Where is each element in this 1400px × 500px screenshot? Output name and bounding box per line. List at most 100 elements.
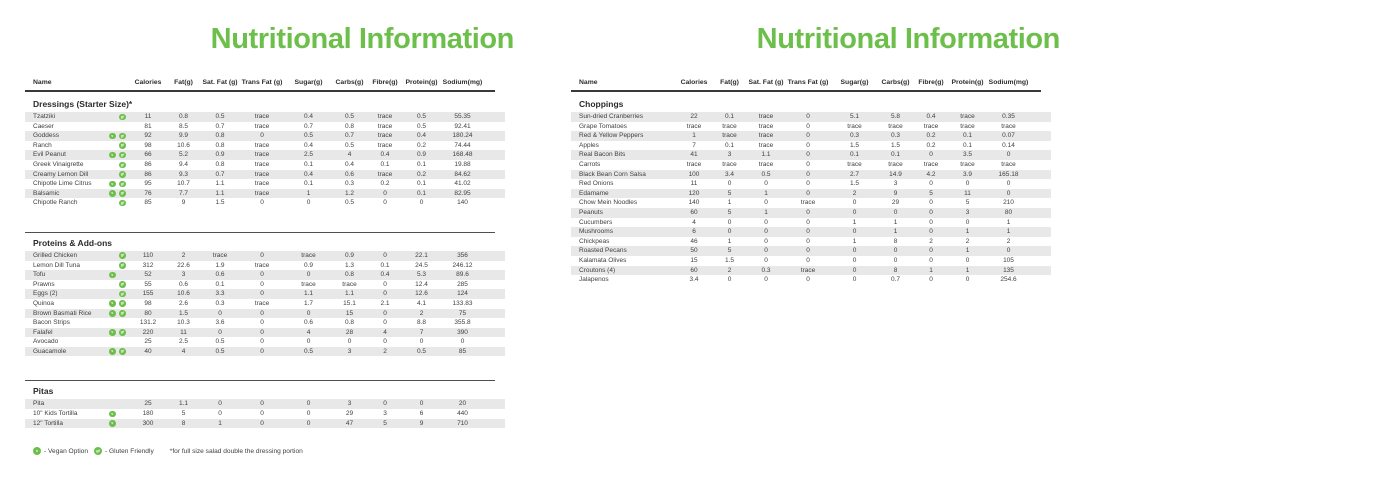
table-row: Ranch gf 98 10.6 0.8 trace 0.4 0.5 trace 0.2 74.44 — [25, 141, 505, 151]
cell-fat: 10.6 — [177, 141, 190, 149]
item-name: Quinoa — [33, 299, 54, 307]
cell-protein: 5.3 — [416, 271, 427, 279]
cell-sugar: 0 — [306, 410, 311, 418]
cell-trans-fat: 0 — [260, 419, 264, 427]
cell-protein: 4.1 — [416, 299, 427, 307]
cell-carbs: 0.3 — [890, 132, 901, 140]
gluten-friendly-icon: gf — [119, 180, 126, 188]
cell-carbs: 1 — [893, 228, 898, 236]
cell-sodium: 20 — [458, 400, 467, 408]
vegan-icon: v — [109, 348, 116, 355]
item-name-cell: Grape Tomatoes — [571, 122, 676, 132]
cell-trans-fat: 0 — [260, 132, 264, 140]
cell-protein: 3.9 — [962, 170, 973, 178]
cell-sugar: 0 — [306, 309, 311, 317]
cell-fibre: trace — [377, 113, 393, 120]
table-row: Croutons (4) 60 2 0.3 trace 0 8 1 1 135 — [571, 265, 1051, 276]
cell-protein: 0 — [965, 256, 970, 264]
cell-carbs: 29 — [891, 199, 900, 207]
cell-sugar: 0 — [306, 338, 311, 346]
cell-sodium: 180.24 — [452, 132, 473, 140]
cell-fibre: trace — [377, 122, 393, 130]
cell-sodium: 19.88 — [454, 160, 471, 168]
cell-sat-fat: 0.6 — [215, 271, 225, 279]
column-header-trans-fat: Trans Fat (g) — [241, 79, 283, 86]
cell-sugar: 0.6 — [303, 319, 314, 327]
cell-carbs: 0.5 — [344, 113, 355, 120]
cell-sodium: 254.6 — [1000, 276, 1017, 284]
cell-carbs: 1.2 — [344, 189, 355, 197]
item-name-cell: Chipotle Ranch gf — [25, 198, 130, 208]
cell-sugar: 0 — [852, 228, 857, 236]
cell-sat-fat: 0.5 — [215, 338, 225, 346]
vegan-icon-slot: v — [109, 348, 119, 355]
item-name: Kalamata Olives — [579, 256, 627, 264]
vegan-icon: v — [33, 447, 41, 456]
cell-carbs: 0 — [893, 256, 898, 264]
item-name-cell: Evil Peanut v gf — [25, 150, 130, 160]
cell-trans-fat: 0 — [260, 251, 264, 259]
cell-calories: trace — [686, 160, 702, 168]
cell-sugar: 0 — [306, 400, 311, 408]
cell-protein: 0.5 — [416, 122, 427, 130]
cell-fibre: 4 — [383, 328, 387, 336]
cell-fat: trace — [722, 160, 737, 168]
cell-fibre: 0 — [383, 290, 387, 298]
cell-fibre: 0.4 — [926, 113, 936, 120]
cell-calories: 131.2 — [139, 319, 157, 327]
cell-sugar: 1 — [852, 237, 857, 245]
table-row: Sun-dried Cranberries 22 0.1 trace 0 5.1 5.8 0.… — [571, 112, 1051, 122]
gluten-friendly-icon: gf — [119, 281, 126, 288]
cell-fibre: 0 — [383, 251, 387, 259]
cell-sugar: 0.7 — [303, 122, 314, 130]
cell-calories: 66 — [144, 151, 152, 159]
item-name: Pita — [33, 400, 45, 408]
item-name-cell: Jalapenos — [571, 275, 676, 285]
item-name-cell: 12" Tortilla v — [25, 419, 130, 429]
cell-calories: trace — [686, 122, 702, 130]
cell-sodium: 0 — [1006, 180, 1011, 188]
cell-sat-fat: 1.1 — [215, 189, 225, 197]
cell-sodium: 0.07 — [1002, 132, 1015, 140]
item-name: Croutons (4) — [579, 266, 616, 274]
cell-trans-fat: 0 — [806, 237, 810, 245]
cell-sugar: 1.5 — [849, 141, 860, 149]
item-name: Balsamic — [33, 189, 60, 197]
cell-sodium: 89.6 — [456, 271, 469, 279]
cell-calories: 1 — [692, 132, 696, 140]
cell-protein: 0 — [965, 276, 970, 284]
cell-sodium: 356 — [457, 251, 468, 259]
cell-fat: 5.2 — [178, 151, 189, 159]
cell-carbs: 0 — [347, 338, 352, 346]
cell-fat: 1.5 — [178, 309, 189, 317]
cell-sat-fat: trace — [758, 132, 774, 140]
cell-sat-fat: trace — [758, 122, 774, 130]
cell-sodium: 210 — [1003, 199, 1014, 207]
cell-protein: 24.5 — [415, 261, 428, 269]
item-name: Chickpeas — [579, 237, 610, 245]
cell-trans-fat: 0 — [806, 276, 810, 284]
column-header-carbs: Carbs(g) — [881, 79, 910, 86]
item-name-cell: Sun-dried Cranberries — [571, 112, 676, 122]
cell-sat-fat: 0 — [764, 237, 768, 245]
cell-sat-fat: 0.7 — [215, 170, 225, 178]
cell-sat-fat: 0.5 — [215, 347, 225, 355]
item-name: Creamy Lemon Dill — [33, 170, 89, 178]
column-header-fibre: Fibre(g) — [372, 79, 398, 86]
cell-calories: 120 — [688, 189, 700, 197]
cell-trans-fat: 0 — [806, 151, 810, 159]
cell-trans-fat: 0 — [806, 132, 810, 140]
cell-sat-fat: trace — [758, 160, 774, 168]
cell-sugar: 1 — [306, 189, 311, 197]
cell-sugar: 1.7 — [303, 299, 314, 307]
item-name: Eggs (2) — [33, 290, 58, 298]
cell-sat-fat: 1.9 — [215, 261, 225, 269]
gluten-friendly-icon-slot: gf — [119, 262, 130, 269]
cell-carbs: 3 — [347, 400, 352, 408]
table-row: Evil Peanut v gf 66 5.2 0.9 trace 2.5 4 0.4 0.9 168… — [25, 150, 505, 160]
section-heading: Dressings (Starter Size)* — [33, 99, 133, 109]
cell-calories: 22 — [690, 113, 698, 120]
cell-fat: 22.6 — [177, 261, 190, 269]
cell-carbs: trace — [888, 160, 903, 168]
item-name-cell: Chipotle Lime Citrus v gf — [25, 179, 130, 189]
